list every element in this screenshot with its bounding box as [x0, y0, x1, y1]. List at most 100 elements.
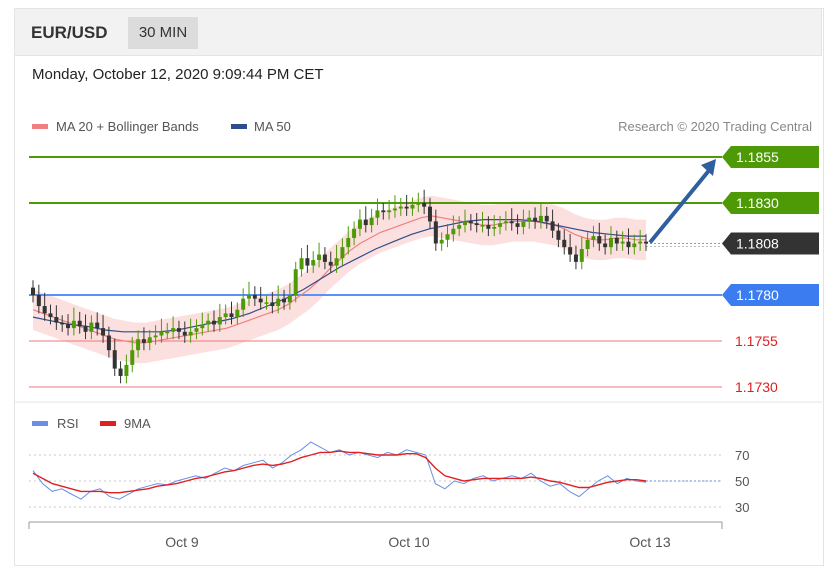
candle-body [141, 339, 146, 343]
moving-averages [32, 215, 646, 344]
9ma-legend-label: 9MA [124, 416, 151, 431]
candle-body [527, 217, 532, 222]
candle-body [136, 339, 141, 351]
candle-body [369, 217, 374, 226]
candle-body [71, 320, 76, 329]
candle-body [235, 309, 240, 318]
rsi-9ma-line [32, 450, 647, 494]
rsi-legend-label: RSI [57, 416, 79, 431]
candle-body [387, 210, 392, 213]
candle-body [165, 331, 170, 334]
candle-body [171, 328, 176, 332]
candle-body [118, 368, 123, 376]
candle-body [375, 210, 380, 218]
candle-body [357, 219, 362, 229]
candle-body [346, 237, 351, 248]
candle-body [533, 217, 538, 222]
candle-body [130, 350, 135, 365]
level-labels: 1.1855 1.1830 1.1808 1.1780 1.1755 1.1730 [722, 146, 819, 395]
candle-body [270, 302, 275, 307]
candle-body [206, 320, 211, 325]
candle-body [60, 322, 65, 325]
candle-body [317, 254, 322, 261]
timestamp: Monday, October 12, 2020 9:09:44 PM CET [32, 66, 324, 83]
candle-body [241, 298, 246, 310]
candle-body [223, 313, 228, 318]
pivot-level-tag [722, 284, 819, 306]
candle-body [340, 247, 345, 259]
candle-body [509, 221, 514, 224]
candle-body [77, 320, 82, 327]
candle-body [521, 221, 526, 227]
resistance-level-tag [722, 146, 819, 168]
rsi-tick-label: 70 [735, 448, 749, 463]
ma20-legend-swatch [32, 124, 48, 129]
candle-body [66, 324, 71, 329]
candle-body [48, 313, 53, 318]
candle-body [579, 249, 584, 262]
x-tick-label: Oct 9 [165, 534, 199, 550]
candle-body [544, 215, 549, 222]
candle-body [36, 295, 41, 307]
current-level-tag [722, 232, 819, 255]
candle-body [264, 302, 269, 304]
candle-body [153, 335, 158, 338]
candle-body [211, 320, 216, 325]
bollinger-band-area [33, 195, 646, 364]
candle-body [515, 223, 520, 227]
candle-body [182, 331, 187, 336]
support-level-label: 1.1755 [735, 333, 778, 349]
candle-body [597, 236, 602, 244]
candle-body [89, 322, 94, 332]
candle-body [585, 239, 590, 249]
candle-body [247, 295, 252, 299]
candle-body [422, 203, 427, 207]
x-tick-label: Oct 13 [629, 534, 670, 550]
candle-body [200, 324, 205, 329]
resistance-level-label: 1.1855 [736, 149, 779, 165]
candle-body [217, 317, 222, 325]
candle-body [194, 328, 199, 332]
timeframe-badge[interactable]: 30 MIN [128, 17, 198, 49]
candle-body [608, 237, 613, 248]
candle-body [159, 331, 164, 336]
candle-body [451, 228, 456, 235]
resistance-level-label: 1.1830 [736, 195, 779, 211]
candle-body [363, 219, 368, 226]
ma50-legend-label: MA 50 [254, 119, 291, 134]
candle-body [293, 269, 298, 295]
candle-body [468, 221, 473, 224]
candle-body [480, 225, 485, 227]
candle-body [439, 239, 444, 244]
candle-body [258, 298, 263, 303]
candle-body [42, 306, 47, 314]
candle-body [176, 328, 181, 332]
resistance-level-tag [722, 192, 819, 214]
candle-body [334, 258, 339, 266]
candle-body [54, 317, 59, 323]
forecast-arrow-head [701, 159, 716, 176]
candle-body [614, 237, 619, 244]
candle-body [486, 225, 491, 229]
candle-body [352, 228, 357, 238]
candle-body [31, 287, 35, 295]
candle-body [416, 203, 421, 205]
pivot-level-label: 1.1780 [736, 287, 779, 303]
candle-body [503, 221, 508, 224]
candle-body [229, 313, 234, 318]
candle-body [101, 328, 106, 336]
candle-body [188, 331, 193, 336]
forecast-arrow-shaft [648, 166, 713, 244]
candle-body [427, 206, 432, 222]
candle-body [299, 258, 304, 270]
candle-body [95, 322, 100, 329]
candle-body [644, 241, 648, 244]
forecast-arrow [648, 159, 716, 244]
candle-body [638, 241, 643, 244]
candle-body [620, 241, 625, 244]
candle-body [124, 364, 129, 376]
candle-body [626, 241, 631, 248]
rsi-legend-swatch [32, 421, 48, 426]
bollinger-bands [33, 195, 646, 364]
